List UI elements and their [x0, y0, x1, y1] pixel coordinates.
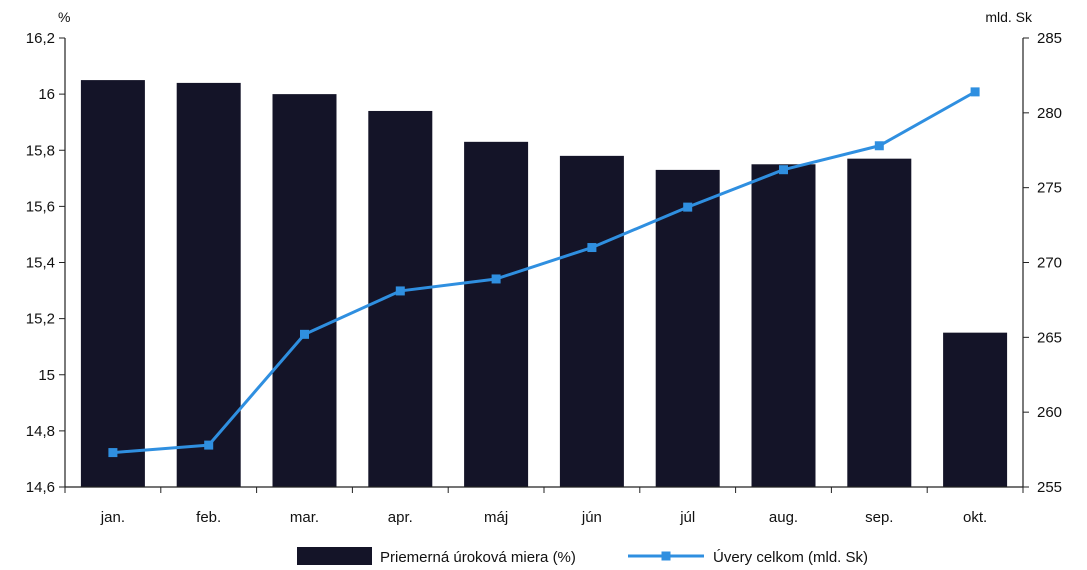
right-tick-label-7: 285 [1037, 30, 1062, 47]
right-tick-label-2: 260 [1037, 404, 1062, 421]
right-tick-label-5: 275 [1037, 180, 1062, 197]
x-tick-label-9: sep. [865, 509, 893, 526]
right-tick-label-6: 280 [1037, 105, 1062, 122]
line-series [108, 87, 980, 458]
right-tick-label-1: 255 [1037, 479, 1062, 496]
line-point-9 [874, 141, 884, 151]
bar-6 [559, 155, 624, 488]
legend-swatch-marker [661, 551, 671, 561]
left-tick-label-9: 16,2 [26, 30, 55, 47]
right-tick-label-4: 270 [1037, 255, 1062, 272]
bar-1 [80, 80, 145, 487]
x-tick-label-10: okt. [963, 509, 987, 526]
bar-3 [272, 94, 337, 487]
left-tick-label-6: 15,6 [26, 198, 55, 215]
line-point-7 [683, 202, 693, 212]
line-path [112, 90, 976, 455]
bar-7 [655, 169, 720, 488]
x-tick-label-3: mar. [290, 509, 319, 526]
line-point-5 [491, 274, 501, 284]
right-tick-label-3: 265 [1037, 329, 1062, 346]
legend-label-bar: Priemerná úroková miera (%) [380, 549, 576, 566]
legend-label-line: Úvery celkom (mld. Sk) [713, 549, 868, 566]
line-point-8 [779, 165, 788, 175]
bar-4 [368, 110, 433, 488]
left-tick-label-7: 15,8 [26, 142, 55, 159]
x-tick-label-4: apr. [388, 509, 413, 526]
left-axis-unit: % [58, 9, 70, 25]
bar-2 [176, 82, 241, 488]
left-tick-label-5: 15,4 [26, 255, 55, 272]
line-point-6 [587, 243, 597, 253]
legend-swatch-bar [297, 547, 372, 565]
left-tick-label-1: 14,6 [26, 479, 55, 496]
bar-9 [847, 158, 912, 487]
x-tick-label-7: júl [679, 509, 695, 526]
bar-10 [943, 332, 1008, 487]
bar-8 [751, 164, 816, 487]
left-tick-label-4: 15,2 [26, 311, 55, 328]
x-tick-label-2: feb. [196, 509, 221, 526]
x-tick-label-6: jún [581, 509, 602, 526]
left-tick-label-3: 15 [38, 367, 55, 384]
line-point-3 [300, 329, 309, 339]
legend: Priemerná úroková miera (%) Úvery celkom … [297, 547, 868, 566]
line-point-4 [395, 286, 405, 296]
bar-5 [464, 141, 529, 488]
x-tick-label-8: aug. [769, 509, 798, 526]
line-point-10 [970, 87, 980, 97]
left-tick-label-2: 14,8 [26, 423, 55, 440]
axes: 14,6 14,8 15 15,2 15,4 15,6 15,8 16 16,2% 255 260 2… [26, 9, 1062, 526]
line-point-1 [108, 448, 118, 458]
x-tick-label-1: jan. [100, 509, 125, 526]
line-point-2 [204, 440, 214, 450]
left-tick-label-8: 16 [38, 86, 55, 103]
bar-series [80, 80, 1008, 488]
x-tick-label-5: máj [484, 509, 508, 526]
right-axis-unit: mld. Sk [985, 9, 1033, 25]
